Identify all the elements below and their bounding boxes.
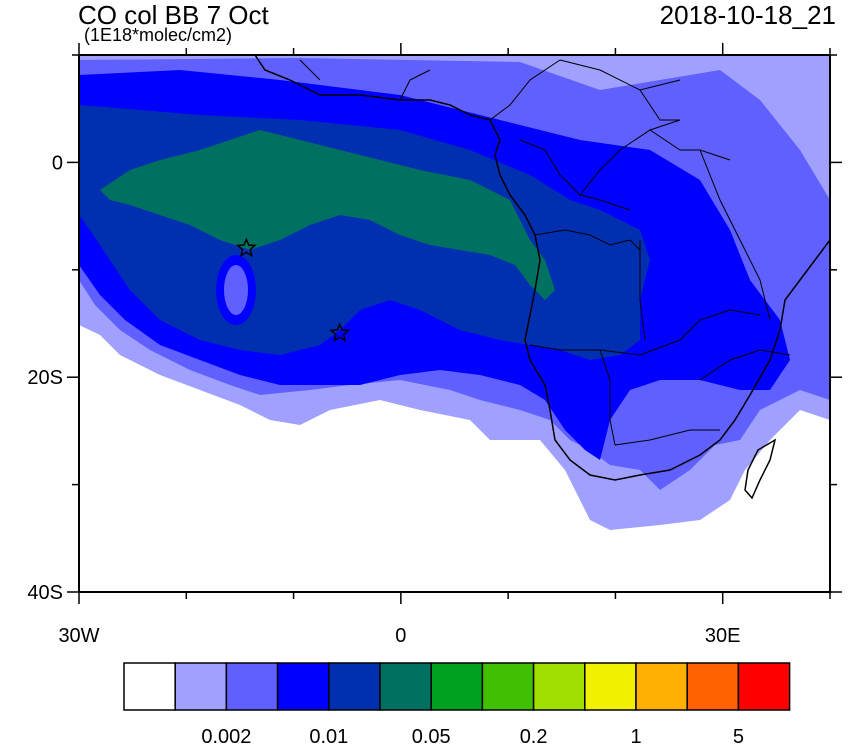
colorbar-box — [123, 662, 176, 711]
colorbar-label: 0.2 — [520, 726, 548, 747]
lon-tick-label: 30W — [58, 625, 99, 647]
colorbar-box — [481, 662, 535, 711]
lat-tick-label: 20S — [27, 367, 63, 389]
map-title: CO col BB 7 Oct — [78, 0, 269, 30]
colorbar-box — [430, 662, 484, 711]
star-marker — [235, 237, 257, 258]
contour-level-2-inner-core — [224, 265, 248, 315]
axis-ticks — [67, 43, 842, 604]
colorbar: 0.002 0.01 0.05 0.2 1 5 — [123, 662, 791, 747]
axis-tick-labels: 0 20S 40S 30W 0 30E — [27, 152, 740, 647]
colorbar-label: 5 — [733, 726, 744, 747]
africa-coastline — [254, 55, 830, 481]
units-label: (1E18*molec/cm2) — [84, 25, 233, 45]
coastlines — [254, 55, 830, 500]
lon-tick-label: 0 — [395, 625, 406, 647]
markers-group — [235, 237, 351, 342]
colorbar-box — [686, 662, 740, 711]
colorbar-box — [328, 662, 381, 711]
colorbar-box — [379, 662, 432, 711]
colorbar-box — [276, 662, 330, 711]
lon-tick-label: 30E — [705, 625, 741, 647]
co-field — [79, 55, 830, 530]
colorbar-box — [225, 662, 279, 711]
lat-tick-label: 0 — [52, 152, 63, 174]
plot-frame — [78, 54, 831, 593]
country-borders — [299, 59, 791, 446]
colorbar-box — [584, 662, 637, 711]
colorbar-label: 0.05 — [412, 726, 451, 747]
colorbar-label: 0.01 — [309, 726, 348, 747]
datetime-label: 2018-10-18_21 — [659, 0, 836, 30]
colorbar-box — [737, 662, 791, 711]
colorbar-box — [174, 662, 228, 711]
colorbar-box — [532, 662, 586, 711]
colorbar-label: 1 — [630, 726, 641, 747]
colorbar-label: 0.002 — [201, 726, 251, 747]
madagascar — [744, 438, 777, 500]
colorbar-box — [635, 662, 688, 711]
star-marker — [329, 322, 351, 342]
lat-tick-label: 40S — [27, 582, 63, 604]
contour-level-5 — [100, 130, 555, 300]
